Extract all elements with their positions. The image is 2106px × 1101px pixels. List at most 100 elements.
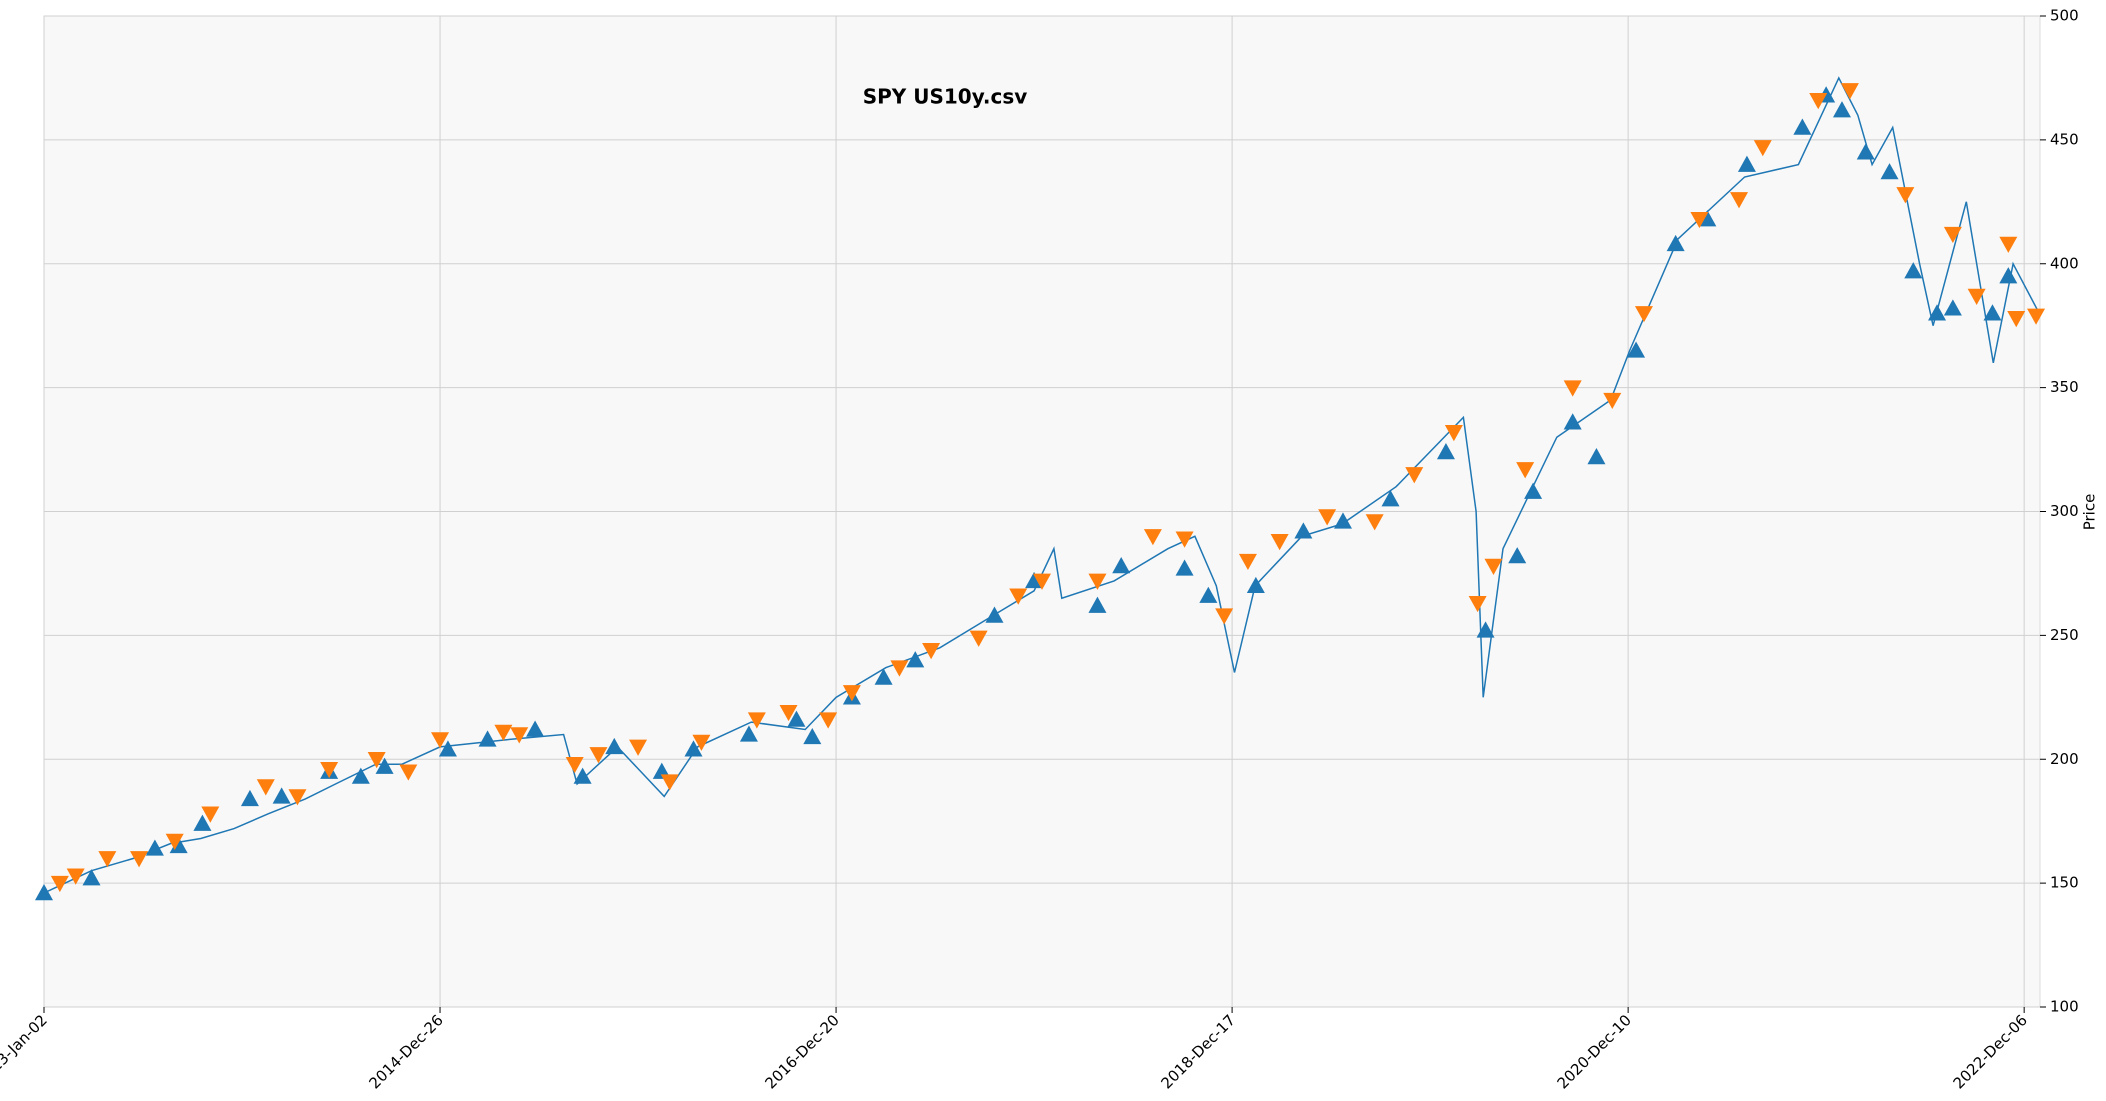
sell-marker	[660, 774, 679, 791]
buy-marker	[739, 725, 758, 742]
chart-title: SPY US10y.csv	[863, 85, 1028, 109]
x-tick-label: 2016-Dec-20	[761, 1011, 842, 1092]
sell-marker	[1809, 93, 1828, 110]
sell-marker	[1365, 514, 1384, 531]
buy-marker	[1175, 559, 1194, 576]
sell-marker	[50, 875, 69, 893]
buy-marker	[985, 606, 1004, 623]
y-tick-label: 150	[2050, 874, 2079, 892]
buy-marker	[478, 730, 497, 747]
buy-marker	[526, 720, 545, 737]
sell-marker	[256, 779, 275, 796]
sell-marker	[201, 806, 220, 823]
buy-marker	[1880, 163, 1899, 180]
sell-marker	[779, 704, 798, 722]
buy-marker	[1943, 299, 1962, 316]
price-line	[43, 76, 2040, 894]
sell-marker	[1009, 588, 1028, 605]
sell-marker	[2007, 311, 2026, 328]
y-axis-label: Price	[2081, 494, 2099, 531]
buy-marker	[1737, 155, 1756, 172]
y-tick-label: 450	[2050, 130, 2079, 148]
x-tick-label: 2018-Dec-17	[1158, 1011, 1239, 1092]
sell-marker	[1943, 226, 1962, 244]
buy-marker	[1476, 621, 1495, 638]
sell-marker	[1563, 380, 1582, 397]
sell-marker	[1484, 558, 1503, 576]
sell-marker	[692, 734, 711, 751]
sell-marker	[747, 712, 766, 729]
y-tick-label: 500	[2050, 7, 2079, 25]
sell-marker	[399, 764, 418, 781]
y-tick-label: 250	[2050, 626, 2079, 644]
buy-marker	[240, 789, 259, 807]
sell-marker	[1175, 531, 1194, 548]
buy-marker	[874, 668, 893, 685]
buy-marker	[1793, 118, 1812, 135]
sell-marker	[1730, 192, 1749, 209]
sell-marker	[969, 630, 988, 647]
buy-marker	[1563, 413, 1582, 430]
buy-marker	[1666, 234, 1685, 252]
sell-marker	[842, 685, 861, 702]
buy-marker	[1832, 101, 1851, 118]
buy-marker	[684, 740, 703, 757]
sell-marker	[1405, 467, 1424, 484]
sell-marker	[890, 660, 909, 677]
sell-marker	[1603, 392, 1622, 410]
buy-marker	[573, 767, 592, 784]
sell-marker	[98, 851, 117, 868]
buy-marker	[1436, 443, 1455, 460]
buy-marker	[803, 727, 822, 745]
sell-marker	[1634, 306, 1653, 323]
sell-marker	[1896, 187, 1915, 204]
sell-marker	[510, 727, 529, 744]
buy-marker	[1333, 512, 1352, 529]
sell-marker	[494, 724, 513, 741]
sell-marker	[165, 833, 184, 851]
buy-marker	[1294, 522, 1313, 539]
buy-marker	[1698, 210, 1717, 227]
buy-marker	[35, 884, 53, 901]
y-tick-label: 300	[2050, 502, 2079, 520]
buy-marker	[351, 767, 370, 784]
buy-marker	[787, 710, 806, 727]
x-tick-label: 2014-Dec-26	[365, 1011, 446, 1092]
sell-marker	[2027, 308, 2046, 325]
sell-marker	[1088, 573, 1107, 590]
sell-marker	[819, 712, 838, 729]
buy-marker	[438, 740, 457, 757]
buy-marker	[272, 787, 291, 804]
sell-marker	[1238, 553, 1257, 571]
buy-marker	[1246, 576, 1265, 594]
x-tick-label: 2020-Dec-10	[1554, 1011, 1635, 1092]
buy-marker	[1112, 557, 1131, 574]
sell-marker	[288, 789, 307, 806]
buy-marker	[1524, 482, 1543, 499]
buy-marker	[145, 839, 164, 856]
buy-marker	[1587, 447, 1606, 465]
sell-marker	[1468, 595, 1487, 613]
y-tick-label: 100	[2050, 998, 2079, 1016]
sell-marker	[130, 851, 149, 868]
buy-marker	[1508, 547, 1527, 564]
buy-marker	[1856, 143, 1875, 160]
buy-marker	[169, 836, 188, 854]
y-tick-label: 400	[2050, 254, 2079, 272]
sell-marker	[431, 732, 450, 749]
sell-marker	[320, 761, 339, 779]
sell-marker	[1143, 529, 1162, 546]
sell-marker	[1033, 573, 1051, 590]
sell-marker	[629, 739, 648, 756]
buy-marker	[1983, 304, 2002, 321]
sell-marker	[1318, 509, 1337, 526]
buy-marker	[1381, 490, 1400, 507]
y-tick-label: 200	[2050, 750, 2079, 768]
buy-marker	[375, 757, 394, 774]
sell-marker	[1840, 83, 1859, 100]
buy-marker	[605, 737, 624, 755]
sell-marker	[1753, 140, 1772, 157]
sell-marker	[1690, 211, 1709, 229]
buy-marker	[1999, 267, 2018, 284]
